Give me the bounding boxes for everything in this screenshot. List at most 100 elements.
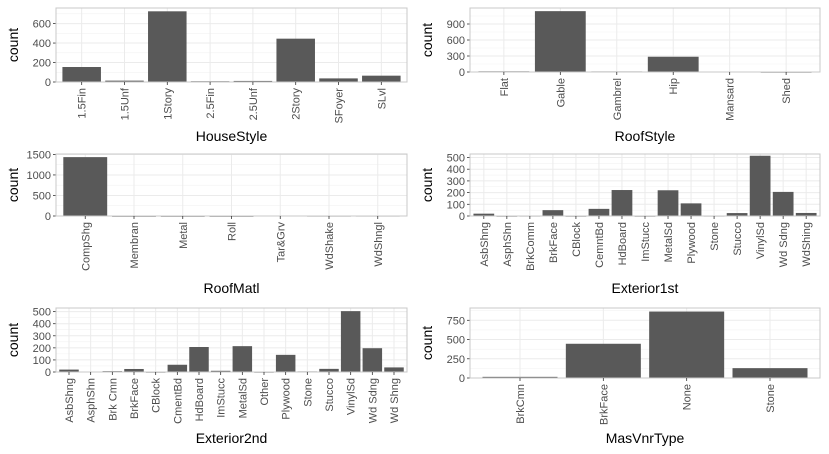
panel-border	[55, 307, 408, 373]
bar-wd-sdng	[362, 348, 383, 372]
y-axis-title: count	[5, 28, 21, 62]
x-tick-label: WdShing	[801, 222, 813, 267]
x-tick-label: Plywood	[281, 378, 293, 420]
y-tick-label: 300	[447, 51, 465, 63]
panel-masvnrtype: 0 250 500 750 BrkCmn BrkFace None Stone MasVnrTy…	[419, 307, 821, 446]
x-tick-label: SFoyer	[334, 88, 346, 124]
bar-vinylsd	[340, 311, 361, 372]
bar-2story	[276, 38, 315, 82]
x-tick-label: Stucco	[324, 378, 336, 412]
x-tick-label: MetalSd	[663, 222, 675, 262]
x-tick-label: Flat	[499, 78, 511, 96]
x-tick-label: Wd Shng	[389, 378, 401, 423]
x-tick-label: AsphShn	[86, 378, 98, 423]
y-tick-label: 0	[459, 211, 465, 223]
x-tick-label: None	[682, 384, 694, 410]
x-tick-label: MetalSd	[237, 378, 249, 418]
y-axis-title: count	[419, 23, 435, 57]
bar-2-5unf	[233, 80, 273, 82]
x-tick-label: Stone	[302, 378, 314, 407]
panel-border	[469, 307, 821, 379]
y-tick-label: 500	[447, 335, 465, 347]
x-tick-label: AsbShng	[64, 378, 76, 423]
y-tick-label: 500	[447, 153, 465, 165]
x-tick-label: 1.5Fin	[77, 88, 89, 119]
y-tick-label: 1000	[27, 170, 51, 182]
x-tick-label: VinylSd	[346, 378, 358, 415]
x-tick-label: CBlock	[571, 222, 583, 257]
bar-gable	[534, 11, 586, 72]
x-tick-label: 2Story	[291, 88, 303, 120]
bar-stucco	[319, 368, 339, 372]
y-tick-label: 500	[33, 190, 51, 202]
x-tick-label: Mansard	[725, 78, 737, 121]
x-tick-label: BrkFace	[598, 384, 610, 425]
y-tick-label: 400	[33, 38, 51, 50]
x-tick-label: BrkCmn	[515, 384, 527, 424]
x-tick-label: CompShg	[80, 222, 92, 271]
bar-brkcmn	[482, 376, 558, 378]
x-tick-label: Shed	[781, 78, 793, 104]
y-tick-label: 0	[459, 373, 465, 385]
x-tick-label: CBlock	[151, 378, 163, 413]
bar-compshg	[63, 157, 108, 216]
bar-hdboard	[611, 190, 633, 216]
y-tick-label: 200	[33, 343, 51, 355]
panel-border	[55, 7, 408, 83]
y-tick-label: 300	[447, 176, 465, 188]
bar-wdshing	[795, 212, 817, 216]
panel-roofmatl: 0 500 1000 1500 CompShg Membran Metal Roll Tar&G…	[5, 149, 408, 296]
x-tick-label: BrkComm	[525, 222, 537, 271]
bar-asbshng	[473, 213, 495, 216]
x-axis-title: MasVnrType	[606, 430, 685, 446]
y-tick-label: 0	[45, 211, 51, 223]
y-tick-label: 0	[45, 367, 51, 379]
y-tick-label: 200	[447, 188, 465, 200]
x-tick-label: 1.5Unf	[119, 87, 131, 120]
x-tick-label: Other	[259, 378, 271, 406]
bar-hdboard	[189, 347, 209, 372]
bar-plywood	[275, 354, 296, 372]
y-tick-label: 500	[33, 307, 51, 319]
y-tick-label: 1500	[27, 149, 51, 161]
x-tick-label: Hip	[668, 78, 680, 95]
x-tick-label: Wd Sdng	[778, 222, 790, 267]
y-axis-title: count	[5, 323, 21, 357]
bar-brkface	[124, 368, 144, 372]
panel-housestyle: 0 200 400 600 1.5Fin 1.5Unf 1Story 2.5Fin 2.5Unf…	[5, 7, 408, 144]
x-tick-label: Roll	[227, 222, 239, 241]
bar-vinylsd	[749, 155, 771, 216]
y-tick-label: 400	[447, 164, 465, 176]
x-tick-label: Tar&Grv	[275, 222, 287, 263]
x-tick-label: AsbShng	[479, 222, 491, 267]
x-axis-title: Exterior2nd	[196, 430, 268, 446]
x-tick-label: AsphShn	[502, 222, 514, 267]
x-axis-title: RoofStyle	[615, 128, 676, 144]
bar-imstucc	[210, 370, 231, 372]
y-tick-label: 400	[33, 319, 51, 331]
x-tick-label: HdBoard	[194, 378, 206, 421]
x-tick-label: ImStucc	[216, 378, 228, 418]
bar-metalsd	[657, 190, 679, 216]
bar-wd-shng	[384, 367, 404, 372]
x-tick-label: CmentBd	[172, 378, 184, 424]
x-tick-label: CemntBd	[594, 222, 606, 268]
bar-slvl	[362, 75, 401, 82]
y-tick-label: 250	[447, 354, 465, 366]
y-tick-label: 100	[33, 355, 51, 367]
x-tick-label: Metal	[178, 222, 190, 249]
x-tick-label: 2.5Unf	[248, 87, 260, 120]
y-tick-label: 200	[33, 58, 51, 70]
y-tick-label: 0	[459, 67, 465, 79]
y-tick-label: 300	[33, 331, 51, 343]
x-tick-label: Stucco	[732, 222, 744, 256]
x-tick-label: BrkFace	[129, 378, 141, 419]
bar-1-5fin	[62, 67, 101, 82]
x-tick-label: Brk Cmn	[107, 378, 119, 421]
y-tick-label: 600	[33, 19, 51, 31]
x-tick-label: ImStucc	[640, 222, 652, 262]
bar-sfoyer	[319, 78, 358, 82]
x-tick-label: Membran	[129, 222, 141, 268]
bar-brkface	[565, 343, 641, 378]
